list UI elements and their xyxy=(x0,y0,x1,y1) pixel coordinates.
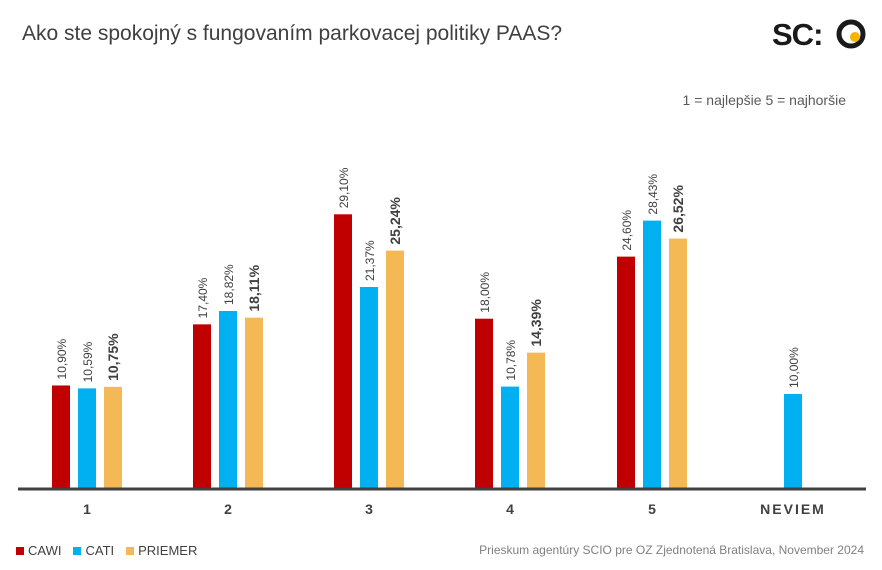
scale-note: 1 = najlepšie 5 = najhoršie xyxy=(682,92,846,108)
legend-item-priemer[interactable]: PRIEMER xyxy=(126,543,197,558)
bar-cati-4 xyxy=(501,386,519,488)
data-label-cati-4: 10,78% xyxy=(504,340,518,381)
bar-cawi-4 xyxy=(475,318,493,488)
bar-cawi-5 xyxy=(617,256,635,488)
logo-accent xyxy=(850,32,860,42)
legend-swatch-priemer xyxy=(126,546,135,555)
legend-label-cati: CATI xyxy=(85,543,115,558)
x-tick-label-3: 3 xyxy=(365,501,373,517)
bar-cati-neviem xyxy=(784,393,802,488)
legend-label-priemer: PRIEMER xyxy=(138,543,198,558)
data-label-cawi-4: 18,00% xyxy=(478,272,492,313)
data-label-cawi-5: 24,60% xyxy=(620,210,634,251)
data-label-cati-2: 18,82% xyxy=(222,264,236,305)
legend: CAWI CATI PRIEMER xyxy=(16,543,197,558)
bar-cawi-1 xyxy=(52,385,70,488)
data-label-cati-1: 10,59% xyxy=(81,341,95,382)
legend-swatch-cawi xyxy=(16,546,24,555)
data-label-cati-5: 28,43% xyxy=(646,174,660,215)
x-tick-label-5: 5 xyxy=(648,501,656,517)
bar-cawi-3 xyxy=(334,214,352,488)
data-label-cawi-1: 10,90% xyxy=(55,338,69,379)
data-label-priemer-4: 14,39% xyxy=(528,299,544,347)
data-label-cati-3: 21,37% xyxy=(363,240,377,281)
bar-priemer-3 xyxy=(386,250,404,488)
x-tick-label-neviem: NEVIEM xyxy=(760,501,826,517)
bar-priemer-5 xyxy=(669,238,687,488)
legend-swatch-cati xyxy=(73,546,82,555)
x-tick-label-4: 4 xyxy=(506,501,514,517)
x-tick-label-2: 2 xyxy=(224,501,232,517)
logo-text: SC: xyxy=(772,17,822,52)
bar-priemer-4 xyxy=(527,352,545,488)
bar-priemer-2 xyxy=(245,317,263,488)
bar-cati-2 xyxy=(219,310,237,488)
data-label-priemer-5: 26,52% xyxy=(670,185,686,233)
data-label-priemer-2: 18,11% xyxy=(246,264,262,311)
bar-cati-5 xyxy=(643,220,661,489)
x-tick-label-1: 1 xyxy=(83,501,91,517)
data-label-priemer-1: 10,75% xyxy=(105,333,121,381)
bar-cati-1 xyxy=(78,388,96,488)
legend-label-cawi: CAWI xyxy=(28,543,62,558)
data-label-priemer-3: 25,24% xyxy=(387,197,403,245)
legend-item-cawi[interactable]: CAWI xyxy=(16,543,61,558)
bar-cawi-2 xyxy=(193,324,211,488)
data-label-cati-neviem: 10,00% xyxy=(787,347,801,388)
legend-item-cati[interactable]: CATI xyxy=(73,543,114,558)
data-label-cawi-2: 17,40% xyxy=(196,277,210,318)
data-label-cawi-3: 29,10% xyxy=(337,167,351,208)
bar-priemer-1 xyxy=(104,386,122,488)
scio-logo: SC: xyxy=(772,17,866,52)
source-note: Prieskum agentúry SCIO pre OZ Zjednotená… xyxy=(479,543,864,557)
chart-title: Ako ste spokojný s fungovaním parkovacej… xyxy=(22,22,563,45)
bar-cati-3 xyxy=(360,287,378,488)
